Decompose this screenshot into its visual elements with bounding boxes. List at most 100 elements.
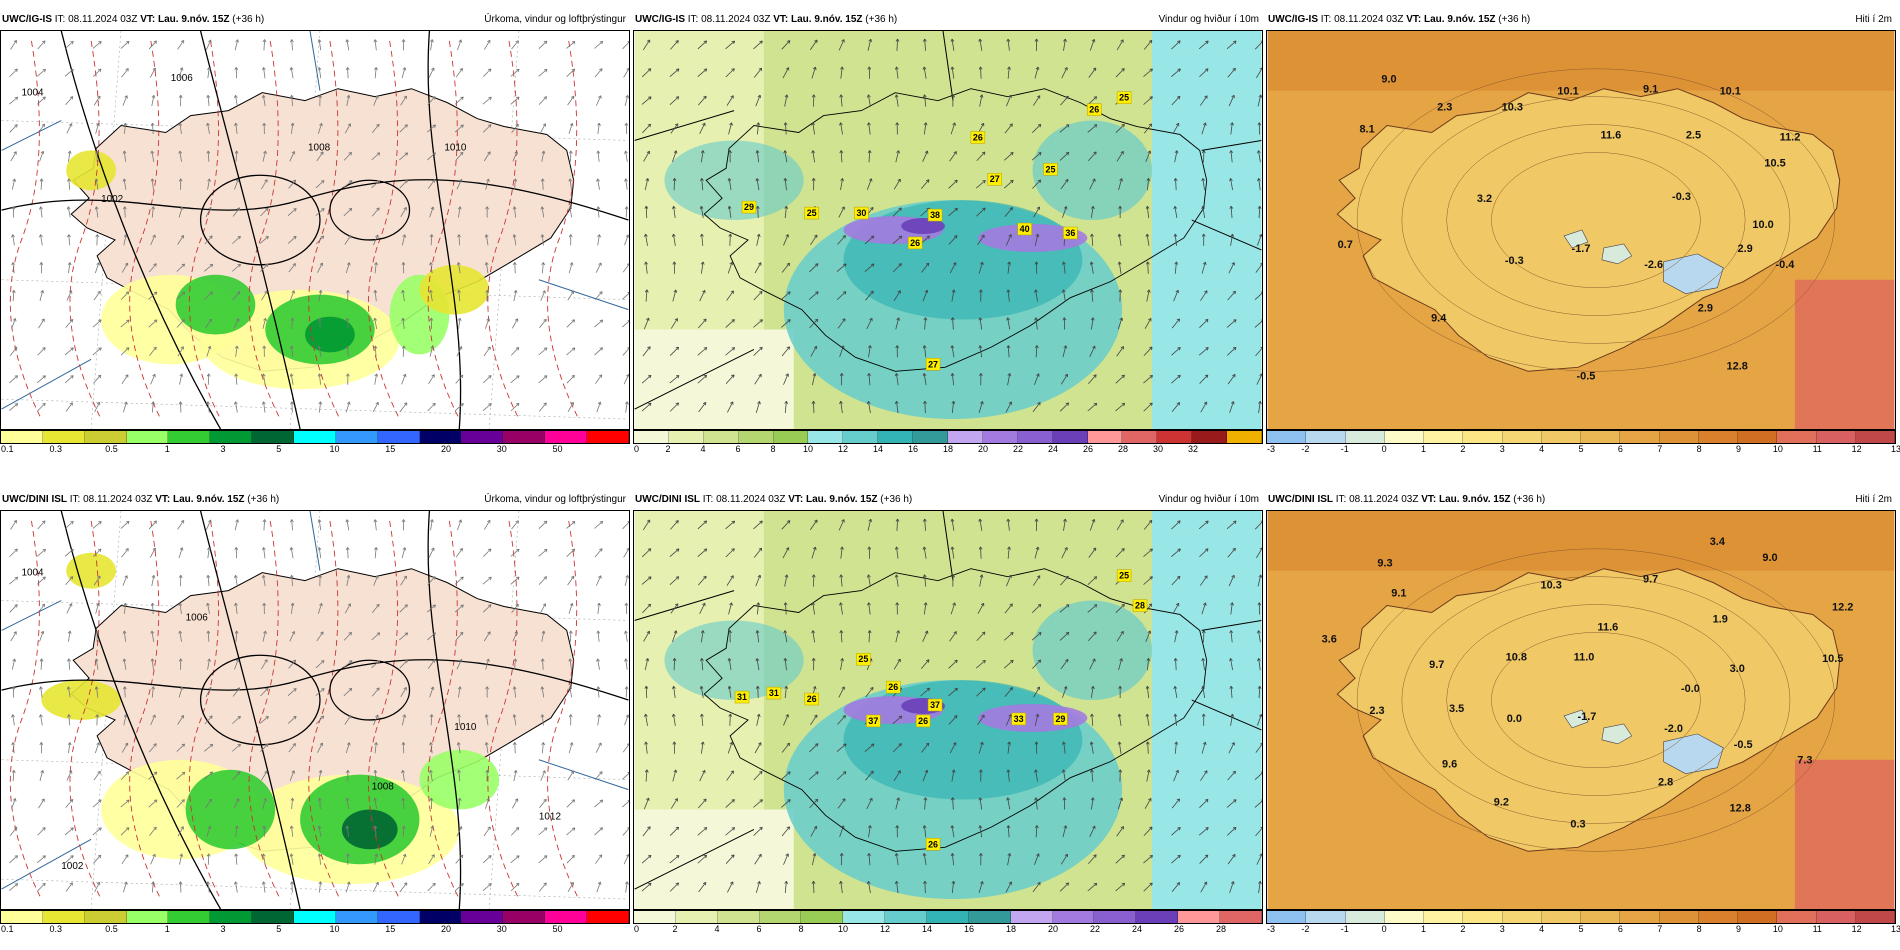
color-scale-ticks: -3 -2 -1 0 1 2 3 4 5 6 7 8 9 10 11 12 13 <box>1266 444 1900 458</box>
svg-text:33: 33 <box>1014 714 1024 724</box>
svg-text:40: 40 <box>1020 224 1030 234</box>
color-scale-swatch <box>1816 431 1856 443</box>
scale-tick-label: 4 <box>700 444 706 454</box>
scale-tick-label: 0.3 <box>49 924 63 934</box>
color-scale-bar <box>633 910 1263 924</box>
scale-tick-label: 15 <box>385 444 396 454</box>
color-scale-swatch <box>843 431 879 443</box>
scale-tick-label: 2 <box>665 444 671 454</box>
color-scale-swatch <box>84 431 127 443</box>
color-scale-swatch <box>1738 431 1778 443</box>
color-scale-swatch <box>634 431 669 443</box>
color-scale-swatch <box>1087 431 1123 443</box>
scale-tick-label: 4 <box>1539 924 1545 934</box>
color-scale-swatch <box>1010 911 1053 923</box>
run-info: UWC/IG-IS IT: 08.11.2024 03Z VT: Lau. 9.… <box>1268 10 1530 30</box>
color-scale-swatch <box>1620 431 1660 443</box>
scale-tick-label: 6 <box>1617 924 1623 934</box>
temperature-label: 10.3 <box>1541 580 1562 592</box>
scale-tick-label: 10 <box>1772 444 1783 454</box>
color-scale-swatch <box>1816 911 1856 923</box>
run-info: UWC/DINI ISL IT: 08.11.2024 03Z VT: Lau.… <box>635 490 912 510</box>
temperature-label: 2.3 <box>1437 102 1452 114</box>
color-scale-swatch <box>1541 911 1581 923</box>
scale-tick-label: 0.1 <box>1 444 14 454</box>
color-scale-swatch <box>1306 911 1346 923</box>
panel-header: UWC/DINI ISL IT: 08.11.2024 03Z VT: Lau.… <box>0 490 630 510</box>
temperature-label: 2.9 <box>1738 243 1753 255</box>
temperature-label: 11.0 <box>1574 651 1595 663</box>
isobar-label: 1008 <box>372 782 395 793</box>
svg-text:27: 27 <box>990 174 1000 184</box>
lead-time: (+36 h) <box>232 14 265 25</box>
scale-tick-label: 30 <box>1152 444 1164 454</box>
temperature-label: 3.4 <box>1710 536 1726 548</box>
temperature-label: -1.7 <box>1578 711 1597 723</box>
field-title: Vindur og hviður í 10m <box>1158 14 1259 25</box>
color-scale-bar <box>1266 910 1896 924</box>
iceland-coastline <box>703 568 1208 852</box>
scale-tick-label: 20 <box>1047 924 1059 934</box>
temperature-label: 9.1 <box>1643 84 1658 96</box>
scale-tick-label: 2 <box>1460 924 1466 934</box>
scale-tick-label: 5 <box>276 444 282 454</box>
glacier-hofsjokull <box>1601 723 1633 745</box>
model-name: UWC/IG-IS <box>635 14 685 25</box>
wind-arrows <box>641 518 1262 894</box>
temperature-label: -0.3 <box>1672 191 1691 203</box>
wind-arrows <box>9 519 629 893</box>
color-scale-swatch <box>1220 911 1262 923</box>
temperature-label: 9.1 <box>1391 588 1406 600</box>
color-scale-swatch <box>717 911 760 923</box>
valid-time: VT: Lau. 9.nóv. 15Z <box>1421 494 1511 505</box>
color-scale-swatch <box>1463 911 1503 923</box>
map-view: 1002 1004 1006 1008 1010 1012 <box>0 510 630 910</box>
scale-tick-label: 11 <box>1812 444 1822 454</box>
init-time: IT: 08.11.2024 03Z <box>69 494 153 505</box>
color-scale-swatch <box>1855 431 1895 443</box>
temperature-label: 10.1 <box>1720 86 1741 98</box>
isobars <box>1 31 629 429</box>
color-scale-swatch <box>1777 911 1817 923</box>
glacier-langjokull <box>1563 709 1589 729</box>
temperature-label: 2.5 <box>1686 129 1701 141</box>
scale-tick-label: 8 <box>1696 924 1702 934</box>
color-scale-ticks: 0 2 4 6 8 10 12 14 16 18 20 22 24 26 28 30 32 <box>633 444 1263 458</box>
scale-tick-label: 10 <box>837 924 849 934</box>
map-panel: UWC/DINI ISL IT: 08.11.2024 03Z VT: Lau.… <box>1266 490 1900 950</box>
temperature-label: 3.5 <box>1449 703 1464 715</box>
temperature-label: -0.5 <box>1734 739 1753 751</box>
scale-tick-label: 18 <box>1005 924 1017 934</box>
map-view: 26 25 26 27 25 29 25 30 38 40 36 26 27 <box>633 30 1263 430</box>
temperature-label: -0.0 <box>1681 683 1700 695</box>
scale-tick-label: 30 <box>496 444 507 454</box>
field-title: Úrkoma, vindur og loftþrýstingur <box>484 494 626 505</box>
glacier-langjokull <box>1563 229 1589 249</box>
scale-tick-label: 10 <box>802 444 814 454</box>
color-scale-swatch <box>1136 911 1179 923</box>
map-view: 9.0 2.3 10.1 9.1 10.1 8.1 10.3 11.6 2.5 11.2 10.5 1… <box>1266 30 1896 430</box>
isobar-label: 1002 <box>61 861 84 872</box>
color-scale-swatch <box>1659 431 1699 443</box>
svg-text:27: 27 <box>928 359 938 369</box>
gust-label: 27 <box>925 358 941 371</box>
scale-tick-label: 3 <box>1499 444 1505 454</box>
scale-tick-label: 8 <box>1696 444 1702 454</box>
gust-label: 37 <box>927 698 943 712</box>
scale-tick-label: 3 <box>220 924 226 934</box>
color-scale-swatch <box>675 911 718 923</box>
svg-text:29: 29 <box>744 202 754 212</box>
color-scale-swatch <box>1541 431 1581 443</box>
model-name: UWC/IG-IS <box>2 14 52 25</box>
svg-text:31: 31 <box>737 692 747 702</box>
gust-label: 29 <box>741 200 757 214</box>
color-scale-swatch <box>808 431 844 443</box>
scale-tick-label: 24 <box>1047 444 1059 454</box>
scale-tick-label: 4 <box>714 924 720 934</box>
temperature-label: 7.3 <box>1797 755 1812 767</box>
gust-label: 28 <box>1132 599 1148 612</box>
scale-tick-label: 15 <box>385 924 396 934</box>
iceland-landmass <box>1336 568 1841 852</box>
svg-text:26: 26 <box>918 716 928 726</box>
